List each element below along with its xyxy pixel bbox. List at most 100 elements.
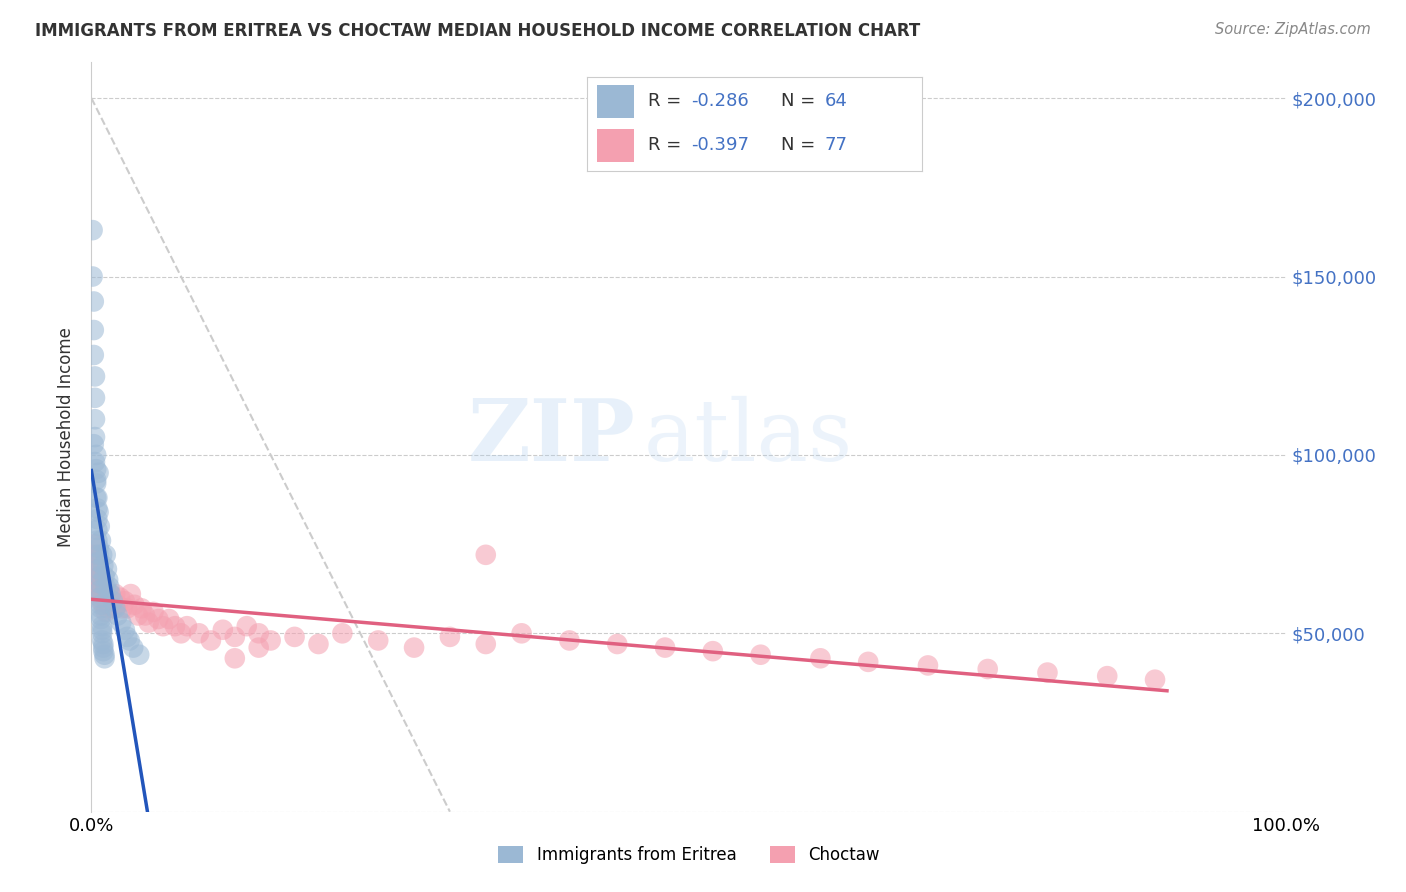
Point — [138, 615, 160, 630]
Point — [84, 448, 107, 462]
Point — [176, 619, 198, 633]
Point — [224, 651, 246, 665]
Point — [108, 591, 131, 605]
Point — [93, 576, 114, 591]
Point — [115, 630, 138, 644]
Point — [91, 548, 114, 562]
Point — [104, 587, 127, 601]
Text: IMMIGRANTS FROM ERITREA VS CHOCTAW MEDIAN HOUSEHOLD INCOME CORRELATION CHART: IMMIGRANTS FROM ERITREA VS CHOCTAW MEDIA… — [35, 22, 921, 40]
Point — [89, 591, 111, 605]
Point — [107, 608, 129, 623]
Point — [91, 580, 114, 594]
Point — [211, 623, 233, 637]
Point — [90, 612, 112, 626]
Point — [84, 455, 107, 469]
Point — [93, 644, 114, 658]
Point — [93, 640, 114, 655]
Point — [87, 562, 110, 576]
Point — [110, 615, 132, 630]
Point — [94, 605, 117, 619]
Point — [91, 633, 114, 648]
Point — [439, 630, 461, 644]
Point — [91, 626, 114, 640]
Legend: Immigrants from Eritrea, Choctaw: Immigrants from Eritrea, Choctaw — [492, 839, 886, 871]
Point — [200, 633, 222, 648]
Point — [474, 548, 498, 562]
Point — [111, 601, 134, 615]
Point — [87, 580, 110, 594]
Point — [87, 548, 110, 562]
Point — [84, 473, 107, 487]
Point — [93, 587, 115, 601]
Point — [86, 583, 108, 598]
Point — [917, 658, 939, 673]
Point — [104, 601, 127, 615]
Point — [1036, 665, 1059, 680]
Point — [259, 633, 281, 648]
Point — [89, 573, 111, 587]
Point — [84, 476, 107, 491]
Point — [107, 598, 129, 612]
Point — [114, 623, 136, 637]
Point — [474, 637, 498, 651]
Point — [90, 533, 112, 548]
Point — [93, 569, 115, 583]
Point — [235, 619, 259, 633]
Point — [91, 623, 114, 637]
Point — [332, 626, 354, 640]
Point — [90, 608, 112, 623]
Point — [82, 269, 104, 284]
Point — [749, 648, 772, 662]
Point — [100, 587, 122, 601]
Y-axis label: Median Household Income: Median Household Income — [58, 327, 76, 547]
Point — [83, 437, 105, 451]
Point — [87, 541, 110, 555]
Point — [98, 598, 121, 612]
Point — [163, 619, 186, 633]
Point — [84, 491, 107, 505]
Point — [86, 491, 108, 505]
Point — [90, 598, 112, 612]
Point — [84, 430, 107, 444]
Point — [90, 594, 112, 608]
Point — [142, 605, 165, 619]
Point — [87, 505, 110, 519]
Point — [89, 569, 111, 583]
Point — [134, 608, 156, 623]
Point — [84, 391, 107, 405]
Point — [404, 640, 426, 655]
Point — [101, 594, 124, 608]
Point — [120, 587, 142, 601]
Point — [90, 601, 112, 615]
Point — [84, 573, 107, 587]
Point — [83, 294, 105, 309]
Point — [96, 601, 118, 615]
Point — [187, 626, 211, 640]
Point — [558, 633, 581, 648]
Point — [97, 591, 120, 605]
Point — [84, 369, 107, 384]
Text: ZIP: ZIP — [467, 395, 636, 479]
Point — [128, 648, 150, 662]
Point — [89, 583, 111, 598]
Point — [100, 587, 122, 601]
Point — [307, 637, 329, 651]
Point — [510, 626, 533, 640]
Point — [86, 523, 108, 537]
Point — [284, 630, 307, 644]
Point — [124, 598, 146, 612]
Point — [83, 348, 105, 362]
Point — [89, 576, 111, 591]
Point — [84, 562, 107, 576]
Point — [89, 519, 111, 533]
Point — [94, 594, 117, 608]
Point — [93, 558, 114, 573]
Point — [82, 223, 104, 237]
Point — [702, 644, 724, 658]
Point — [97, 573, 120, 587]
Point — [84, 537, 107, 551]
Point — [86, 533, 108, 548]
Point — [115, 601, 138, 615]
Point — [101, 601, 124, 615]
Point — [86, 569, 108, 583]
